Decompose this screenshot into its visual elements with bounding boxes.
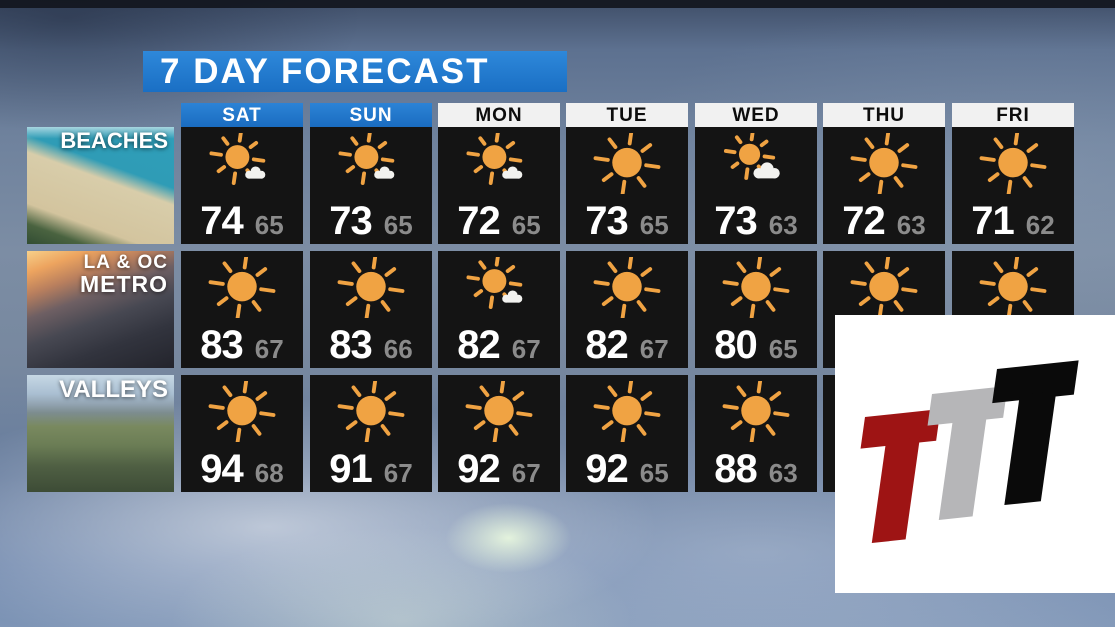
low-temp: 62 (1025, 210, 1055, 240)
day-header-thu: THU (823, 103, 945, 127)
low-temp: 68 (254, 458, 284, 488)
low-temp: 65 (254, 210, 284, 240)
cell-metro-wed: 80 65 (695, 251, 817, 368)
high-temp: 80 (714, 323, 757, 367)
cell-beaches-fri: 71 62 (952, 127, 1074, 244)
title-banner: 7 DAY FORECAST (143, 51, 567, 92)
sun-cloud-icon (438, 257, 560, 318)
low-temp: 65 (768, 334, 798, 364)
ttt-logo-icon (860, 360, 1079, 543)
high-temp: 72 (457, 199, 500, 243)
sun-icon (566, 257, 688, 318)
sun-icon (181, 381, 303, 442)
region-label-valleys: VALLEYS (31, 378, 168, 402)
region-photo-la-oc-metro: LA & OC METRO (27, 251, 174, 368)
high-temp: 92 (457, 447, 500, 491)
cell-beaches-sun: 73 65 (310, 127, 432, 244)
cell-beaches-thu: 72 63 (823, 127, 945, 244)
sun-icon (695, 257, 817, 318)
region-label-la-oc-metro: LA & OC METRO (31, 252, 168, 297)
logo-letter-t-gray (927, 386, 1008, 520)
cell-valleys-sat: 94 68 (181, 375, 303, 492)
high-temp: 82 (457, 323, 500, 367)
sun-icon (310, 257, 432, 318)
region-label-beaches: BEACHES (31, 130, 168, 152)
cell-beaches-wed: 73 63 (695, 127, 817, 244)
day-header-mon: MON (438, 103, 560, 127)
sun-clouds-icon (695, 133, 817, 194)
sun-cloud-icon (181, 133, 303, 194)
high-temp: 73 (714, 199, 757, 243)
low-temp: 65 (511, 210, 541, 240)
region-photo-valleys: VALLEYS (27, 375, 174, 492)
high-temp: 88 (714, 447, 757, 491)
day-header-wed: WED (695, 103, 817, 127)
high-temp: 82 (585, 323, 628, 367)
high-temp: 73 (329, 199, 372, 243)
sun-cloud-icon (310, 133, 432, 194)
low-temp: 65 (383, 210, 413, 240)
low-temp: 67 (639, 334, 669, 364)
logo-letter-t-black (992, 360, 1079, 506)
sun-icon (181, 257, 303, 318)
sun-icon (823, 257, 945, 318)
cell-metro-mon: 82 67 (438, 251, 560, 368)
high-temp: 83 (200, 323, 243, 367)
low-temp: 63 (896, 210, 926, 240)
sun-icon (952, 257, 1074, 318)
logo-letter-t-red (860, 409, 941, 543)
cell-valleys-tue: 92 65 (566, 375, 688, 492)
day-header-sat: SAT (181, 103, 303, 127)
day-header-sun: SUN (310, 103, 432, 127)
sun-icon (952, 133, 1074, 194)
low-temp: 67 (511, 458, 541, 488)
page-title: 7 DAY FORECAST (160, 52, 490, 91)
low-temp: 63 (768, 458, 798, 488)
high-temp: 73 (585, 199, 628, 243)
region-label-line: LA & OC (83, 252, 168, 273)
top-edge-bar (0, 0, 1115, 8)
high-temp: 91 (329, 447, 372, 491)
station-logo (835, 315, 1115, 593)
cell-metro-sat: 83 67 (181, 251, 303, 368)
low-temp: 67 (383, 458, 413, 488)
low-temp: 66 (383, 334, 413, 364)
cell-valleys-mon: 92 67 (438, 375, 560, 492)
cell-beaches-mon: 72 65 (438, 127, 560, 244)
sun-icon (695, 381, 817, 442)
cell-beaches-tue: 73 65 (566, 127, 688, 244)
low-temp: 67 (254, 334, 284, 364)
low-temp: 65 (639, 210, 669, 240)
region-label-line: METRO (79, 270, 168, 297)
high-temp: 72 (842, 199, 885, 243)
cell-metro-sun: 83 66 (310, 251, 432, 368)
cell-metro-tue: 82 67 (566, 251, 688, 368)
sun-icon (438, 381, 560, 442)
day-header-fri: FRI (952, 103, 1074, 127)
cell-valleys-wed: 88 63 (695, 375, 817, 492)
high-temp: 74 (200, 199, 243, 243)
high-temp: 92 (585, 447, 628, 491)
high-temp: 83 (329, 323, 372, 367)
cell-valleys-sun: 91 67 (310, 375, 432, 492)
region-photo-beaches: BEACHES (27, 127, 174, 244)
day-header-tue: TUE (566, 103, 688, 127)
low-temp: 63 (768, 210, 798, 240)
high-temp: 71 (971, 199, 1014, 243)
low-temp: 67 (511, 334, 541, 364)
region-label-line: VALLEYS (59, 376, 168, 403)
low-temp: 65 (639, 458, 669, 488)
region-label-line: BEACHES (60, 128, 168, 153)
sun-icon (310, 381, 432, 442)
sun-icon (566, 133, 688, 194)
sun-cloud-icon (438, 133, 560, 194)
cell-beaches-sat: 74 65 (181, 127, 303, 244)
high-temp: 94 (200, 447, 243, 491)
sun-icon (823, 133, 945, 194)
sun-icon (566, 381, 688, 442)
